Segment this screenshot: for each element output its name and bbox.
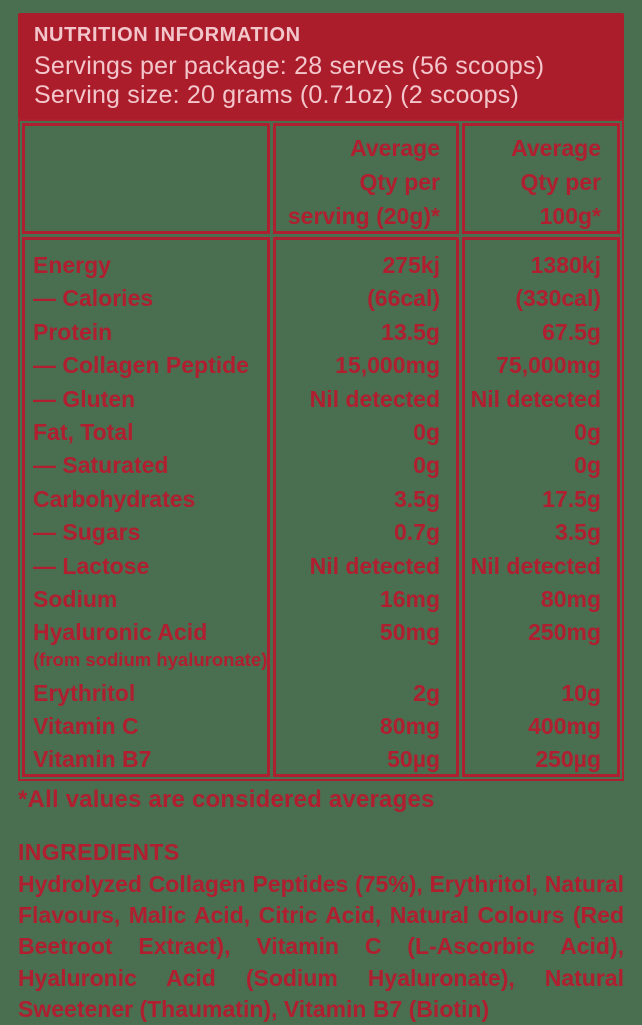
table-row-label: Protein [33,318,113,345]
nutrition-header-box: NUTRITION INFORMATION Servings per packa… [18,13,624,119]
col-header-per-serving-line: Average [350,135,440,161]
table-serving-column: 275kj (66cal) 13.5g 15,000mg Nil detected 0g 0… [273,237,459,777]
col-header-per-100g-line: 100g* [539,203,601,229]
col-header-per-100g-line: Average [511,135,601,161]
table-labels-column: Energy — Calories Protein — Collagen Peptid… [22,237,270,777]
table-cell-per-serving: 0g [413,452,440,479]
table-corner-cell [22,123,270,234]
col-header-per-100g: Average Qty per 100g* [462,123,620,234]
table-cell-per-serving: 275kj [382,252,440,278]
table-row-label: — Lactose [33,552,150,579]
col-header-per-serving-line: serving (20g)* [287,203,440,229]
table-cell-per-100g: Nil detected [470,385,601,412]
table-cell-per-serving: 0g [413,418,440,445]
table-row-label: Energy [33,252,111,278]
table-row-label: — Collagen Peptide [33,352,249,379]
table-row-label: Sodium [33,585,118,612]
table-cell-per-serving: 50µg [387,746,440,773]
table-row-label: — Gluten [33,385,136,412]
table-cell-per-100g: 3.5g [554,519,601,546]
table-100g-column: 1380kj (330cal) 67.5g 75,000mg Nil detected 0… [462,237,620,777]
table-cell-per-100g: 1380kj [530,252,601,278]
table-row-label: Carbohydrates [33,485,196,512]
table-cell-per-100g: 10g [561,679,601,706]
table-cell-per-serving: 0.7g [393,519,440,546]
table-cell-per-serving: 3.5g [393,485,440,512]
table-cell-per-100g: 250mg [528,619,601,646]
nutrition-table: Average Qty per serving (20g)* Average Q… [18,119,624,781]
table-cell-per-100g: 400mg [528,713,601,740]
table-cell-per-serving: (66cal) [367,285,440,312]
table-cell-per-100g: 80mg [540,585,601,612]
table-cell-per-100g: 0g [574,452,601,479]
table-row-label: Fat, Total [33,418,134,445]
ingredients-text: Hydrolyzed Collagen Peptides (75%), Eryt… [18,871,624,1022]
table-cell-per-100g: Nil detected [470,552,601,579]
table-row-label: Hyaluronic Acid [33,619,208,646]
table-row-label: Erythritol [33,679,136,706]
table-cell-per-100g: 67.5g [542,318,601,345]
table-cell-per-100g: 250µg [535,746,601,773]
table-row-label: Vitamin B7 [33,746,152,773]
table-cell-per-serving: Nil detected [309,385,440,412]
ingredients-heading: INGREDIENTS [18,839,180,865]
table-row-label-note: (from sodium hyaluronate) [33,648,268,670]
table-cell-per-serving: Nil detected [309,552,440,579]
serving-size: Serving size: 20 grams (0.71oz) (2 scoop… [34,81,519,109]
table-cell-per-100g: 0g [574,418,601,445]
table-cell-spacer [276,650,440,677]
table-cell-per-100g: 75,000mg [496,352,601,379]
col-header-per-100g-line: Qty per [520,169,601,195]
averages-footnote: *All values are considered averages [18,786,435,813]
table-cell-per-100g: 17.5g [542,485,601,512]
servings-per-package: Servings per package: 28 serves (56 scoo… [34,52,545,80]
table-row-label: — Saturated [33,452,169,479]
table-cell-per-100g: (330cal) [515,285,601,312]
table-cell-per-serving: 13.5g [381,318,440,345]
table-cell-per-serving: 50mg [379,619,440,646]
table-cell-spacer [465,650,601,677]
table-cell-per-serving: 80mg [379,713,440,740]
table-cell-per-serving: 16mg [379,585,440,612]
table-row-label: — Calories [33,285,154,312]
nutrition-header-title: NUTRITION INFORMATION [34,24,301,46]
table-cell-per-serving: 15,000mg [335,352,440,379]
col-header-per-serving-line: Qty per [359,169,440,195]
table-cell-per-serving: 2g [413,679,440,706]
table-row-label: — Sugars [33,519,141,546]
table-row-label: Vitamin C [33,713,139,740]
col-header-per-serving: Average Qty per serving (20g)* [273,123,459,234]
